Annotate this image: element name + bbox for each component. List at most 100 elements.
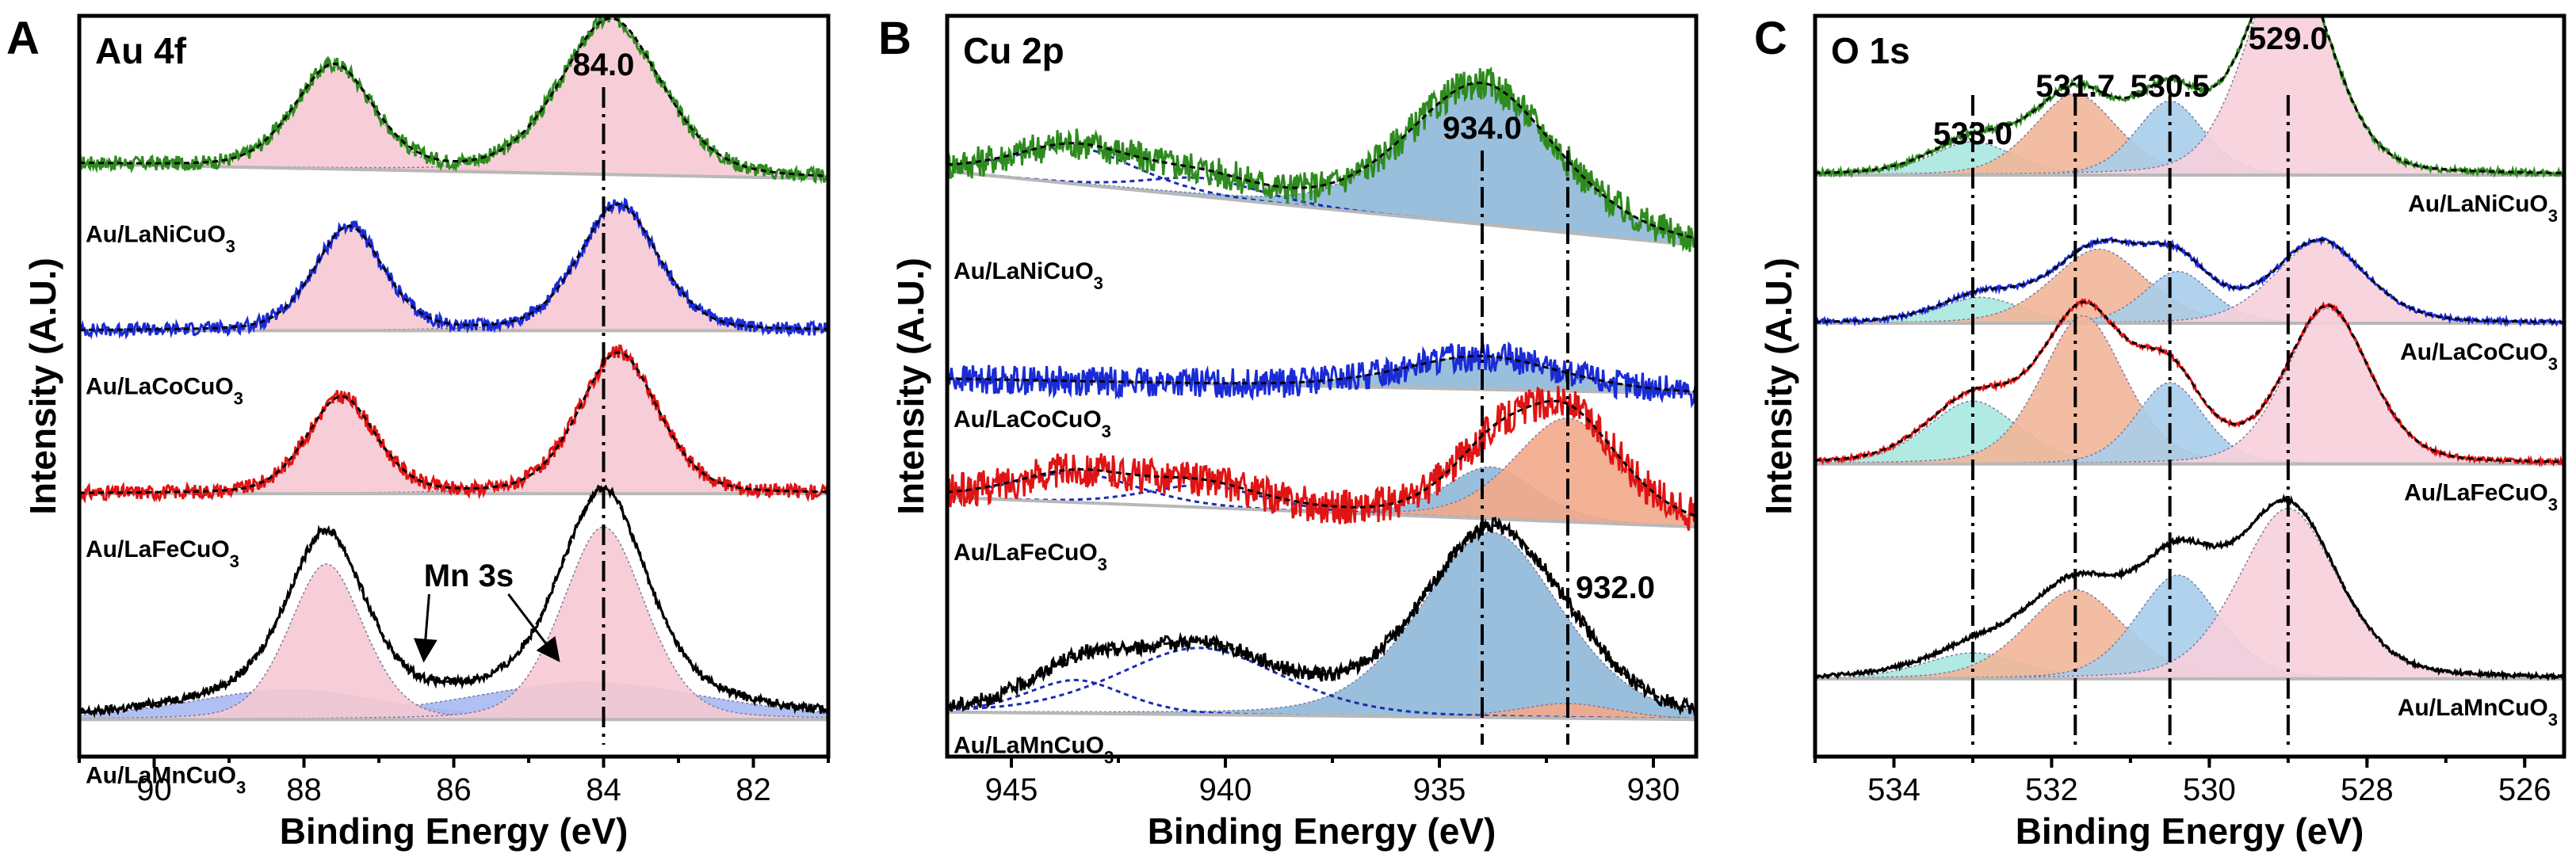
x-axis-label: Binding Energy (eV)	[280, 810, 629, 852]
x-tick-label: 82	[736, 772, 771, 807]
panel-letter: B	[878, 13, 912, 64]
peak-position-label: 932.0	[1576, 570, 1655, 605]
panel-title: Cu 2p	[963, 30, 1064, 71]
peak-component	[1815, 271, 2564, 323]
series-au-lacocuo	[1815, 236, 2564, 328]
series-label: Au/LaFeCuO3	[954, 540, 1107, 574]
x-tick-label: 530	[2183, 772, 2236, 807]
series-au-lanicuo	[1815, 16, 2564, 179]
y-axis-label: Intensity (A.U.)	[22, 257, 63, 515]
peak-position-label: 530.5	[2131, 69, 2210, 104]
x-tick-label: 86	[436, 772, 472, 807]
peak-component	[947, 83, 1696, 246]
series-label: Au/LaCoCuO3	[86, 373, 243, 408]
peak-component	[79, 527, 828, 720]
fit-envelope	[947, 524, 1696, 711]
series-label: Au/LaCoCuO3	[2400, 339, 2558, 374]
peak-component	[1815, 589, 2564, 679]
y-axis-label: Intensity (A.U.)	[890, 257, 931, 515]
peak-component	[1815, 242, 2564, 323]
peak-component	[79, 353, 828, 494]
peak-component	[79, 563, 828, 720]
plot-frame	[945, 13, 1699, 759]
peak-component	[947, 418, 1696, 528]
annotation-arrow	[413, 593, 438, 663]
background-line	[947, 710, 1696, 722]
background-line	[79, 162, 828, 181]
fit-envelope	[947, 399, 1696, 517]
series-au-lamncuo	[947, 516, 1696, 722]
panel-b-cu2p: 934.0 932.0 Au/LaNiCuO3 Au/LaCoCuO3 Au/LaFeC…	[878, 13, 1699, 852]
fit-envelope	[947, 354, 1696, 393]
fit-envelope	[79, 486, 828, 715]
fit-envelope	[79, 17, 828, 177]
measured-spectrum	[79, 344, 828, 504]
measured-spectrum	[79, 197, 828, 340]
mn-3s-annotation: Mn 3s	[424, 559, 514, 593]
panel-a-au4f: 84.0 Mn 3s Au/LaNiCuO3 Au/LaCoCuO3 Au/LaFeCu…	[6, 13, 831, 852]
peak-component-outline	[79, 396, 828, 494]
series-au-lafecuo	[1815, 298, 2564, 467]
x-axis-label: Binding Energy (eV)	[2016, 810, 2364, 852]
x-tick-label: 940	[1199, 772, 1252, 807]
peak-component	[79, 397, 828, 494]
fit-envelope	[947, 82, 1696, 240]
series-label: Au/LaFeCuO3	[2404, 480, 2558, 515]
x-tick-label: 534	[1867, 772, 1921, 807]
series-au-lamncuo	[79, 484, 828, 722]
peak-position-label: 84.0	[573, 48, 635, 82]
series-label: Au/LaNiCuO3	[954, 258, 1103, 293]
peak-component-outline	[947, 532, 1696, 713]
fit-envelope	[79, 351, 828, 494]
panel-letter: A	[6, 13, 40, 64]
background-line	[947, 170, 1696, 247]
x-tick-label: 930	[1627, 772, 1680, 807]
annotation-arrow	[507, 593, 560, 662]
measured-spectrum	[1815, 494, 2564, 682]
peak-component	[947, 703, 1696, 720]
plot-area	[947, 66, 1696, 722]
peak-component	[79, 65, 828, 179]
peak-component	[1815, 308, 2564, 464]
series-au-lafecuo	[79, 344, 828, 504]
peak-position-label: 531.7	[2035, 69, 2115, 104]
series-label: Au/LaCoCuO3	[954, 406, 1111, 441]
series-au-lamncuo	[1815, 494, 2564, 682]
plot-area	[79, 16, 828, 722]
measured-spectrum	[947, 341, 1696, 409]
peak-component	[79, 18, 828, 179]
fit-envelope	[1815, 498, 2564, 678]
series-au-lanicuo	[79, 16, 828, 185]
peak-component	[1815, 382, 2564, 464]
measured-spectrum	[947, 386, 1696, 533]
fit-envelope	[1815, 300, 2564, 463]
panel-title: Au 4f	[95, 30, 187, 71]
x-axis-label: Binding Energy (eV)	[1148, 810, 1496, 852]
peak-position-label: 529.0	[2249, 21, 2328, 56]
peak-component	[1815, 574, 2564, 679]
series-au-lanicuo	[947, 66, 1696, 253]
x-tick-label: 935	[1413, 772, 1466, 807]
panel-c-o1s: 533.0 531.7 530.5 529.0 Au/LaNiCuO3 Au/LaCoCu…	[1754, 13, 2566, 852]
peak-component	[1815, 101, 2564, 175]
x-tick-label: 84	[586, 772, 621, 807]
panel-letter: C	[1754, 13, 1787, 64]
fit-envelope	[1815, 238, 2564, 323]
measured-spectrum	[947, 66, 1696, 253]
plot-area	[1815, 16, 2564, 682]
peak-position-label: 533.0	[1933, 116, 2012, 151]
series-label: Au/LaNiCuO3	[2408, 191, 2558, 226]
fit-envelope	[1815, 16, 2564, 174]
peak-position-label: 934.0	[1443, 111, 1522, 146]
x-tick-label: 945	[985, 772, 1038, 807]
series-label: Au/LaNiCuO3	[86, 222, 235, 257]
series-label: Au/LaFeCuO3	[86, 536, 239, 571]
series-au-lacocuo	[79, 197, 828, 340]
x-tick-label: 90	[136, 772, 172, 807]
series-label: Au/LaMnCuO3	[954, 732, 1114, 767]
y-axis-label: Intensity (A.U.)	[1758, 257, 1799, 515]
peak-component	[947, 356, 1696, 394]
series-label: Au/LaMnCuO3	[2398, 695, 2558, 730]
panel-title: O 1s	[1831, 30, 1910, 71]
